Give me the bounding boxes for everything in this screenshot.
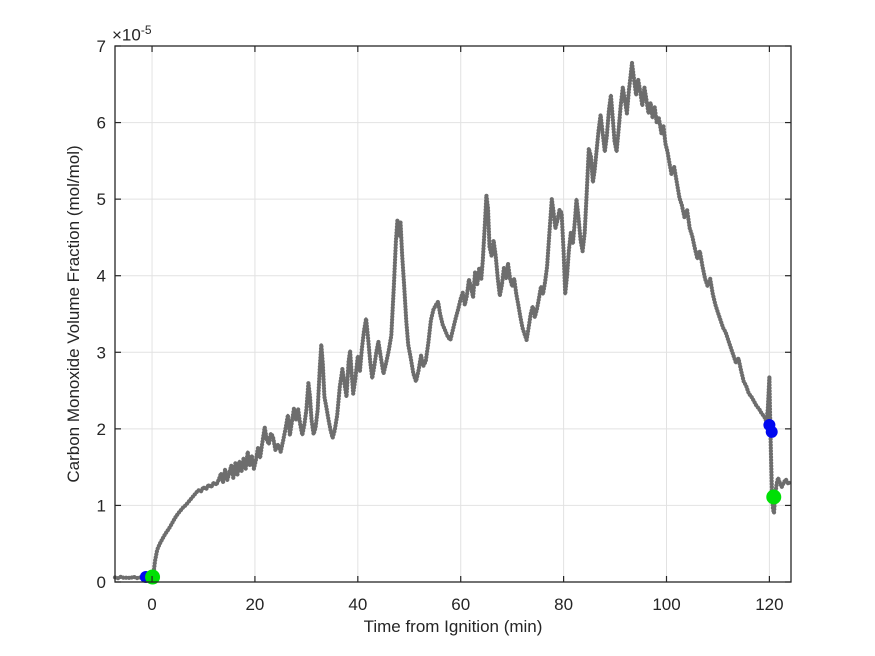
y-tick-label: 4 [97,267,106,286]
y-tick-label: 6 [97,114,106,133]
y-tick-label: 7 [97,37,106,56]
co-series-line [114,61,791,580]
axes-border [114,45,792,583]
x-tick-label: 80 [554,595,573,614]
grid-layer [115,45,791,583]
tick-labels: 0 20 40 60 80 100 120 0 1 2 3 4 5 6 7 [97,37,784,614]
end-marker-green [766,489,782,505]
y-tick-label: 3 [97,343,106,362]
x-tick-label: 40 [348,595,367,614]
y-tick-label: 1 [97,496,106,515]
y-tick-label: 0 [97,573,106,592]
x-tick-label: 0 [147,595,156,614]
markers-layer [139,419,782,585]
x-tick-label: 120 [755,595,783,614]
axes-box [114,45,792,583]
x-tick-label: 100 [652,595,680,614]
data-line [112,60,793,581]
y-tick-label: 2 [97,420,106,439]
co-series-dots [112,60,793,581]
exponent-prefix: ×10 [112,25,141,45]
exponent-value: -5 [140,23,152,37]
x-tick-label: 60 [451,595,470,614]
x-axis-title: Time from Ignition (min) [363,617,543,636]
y-tick-label: 5 [97,190,106,209]
y-axis-title: Carbon Monoxide Volume Fraction (mol/mol… [64,145,83,483]
x-tick-label: 20 [245,595,264,614]
end-marker-blue-2 [765,425,778,438]
y-axis-exponent-label: ×10-5 [112,23,152,46]
